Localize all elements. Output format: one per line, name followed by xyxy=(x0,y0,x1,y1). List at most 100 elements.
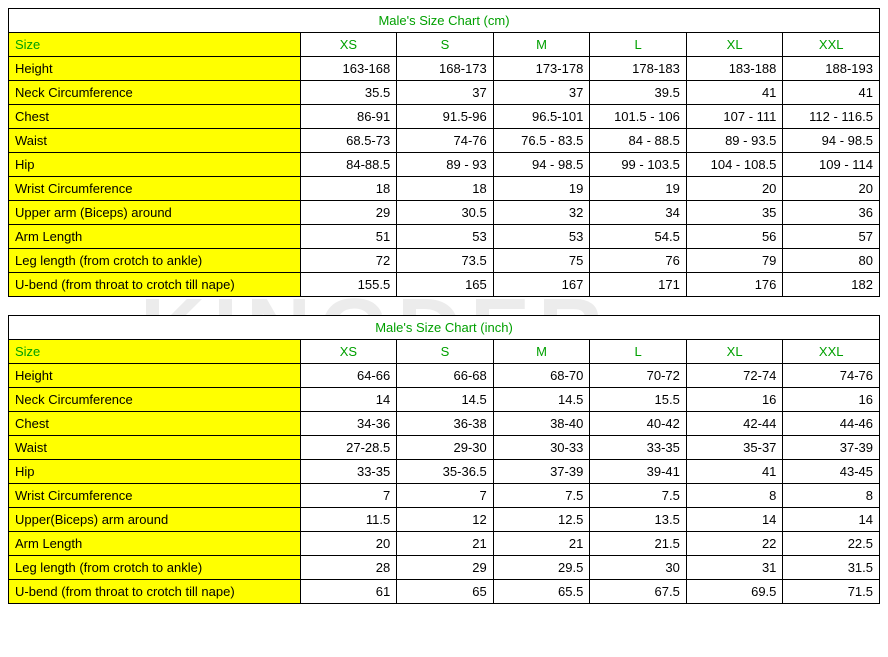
table-row: Upper(Biceps) arm around11.51212.513.514… xyxy=(9,508,880,532)
cell-value: 27-28.5 xyxy=(300,436,397,460)
cell-value: 29.5 xyxy=(493,556,590,580)
table-header-row: Size XS S M L XL XXL xyxy=(9,340,880,364)
cell-value: 39-41 xyxy=(590,460,687,484)
cell-value: 68.5-73 xyxy=(300,129,397,153)
table-row: U-bend (from throat to crotch till nape)… xyxy=(9,580,880,604)
cell-value: 56 xyxy=(686,225,783,249)
table-title-row: Male's Size Chart (inch) xyxy=(9,316,880,340)
col-l: L xyxy=(590,33,687,57)
cell-value: 104 - 108.5 xyxy=(686,153,783,177)
cell-value: 33-35 xyxy=(590,436,687,460)
cell-value: 53 xyxy=(493,225,590,249)
cell-value: 33-35 xyxy=(300,460,397,484)
col-xxl: XXL xyxy=(783,340,880,364)
cell-value: 41 xyxy=(686,81,783,105)
cell-value: 8 xyxy=(686,484,783,508)
cell-value: 15.5 xyxy=(590,388,687,412)
row-label: Leg length (from crotch to ankle) xyxy=(9,556,301,580)
col-xxl: XXL xyxy=(783,33,880,57)
cell-value: 34 xyxy=(590,201,687,225)
cell-value: 171 xyxy=(590,273,687,297)
cell-value: 12 xyxy=(397,508,494,532)
cell-value: 74-76 xyxy=(783,364,880,388)
cell-value: 167 xyxy=(493,273,590,297)
table-row: Height64-6666-6868-7070-7272-7474-76 xyxy=(9,364,880,388)
row-label: Arm Length xyxy=(9,225,301,249)
col-xs: XS xyxy=(300,33,397,57)
cell-value: 89 - 93 xyxy=(397,153,494,177)
col-l: L xyxy=(590,340,687,364)
cell-value: 18 xyxy=(397,177,494,201)
cell-value: 21 xyxy=(493,532,590,556)
table-row: Height163-168168-173173-178178-183183-18… xyxy=(9,57,880,81)
table-row: Waist68.5-7374-7676.5 - 83.584 - 88.589 … xyxy=(9,129,880,153)
row-label: Waist xyxy=(9,129,301,153)
row-label: Height xyxy=(9,364,301,388)
table-row: Wrist Circumference181819192020 xyxy=(9,177,880,201)
table-row: Wrist Circumference777.57.588 xyxy=(9,484,880,508)
cell-value: 22.5 xyxy=(783,532,880,556)
cell-value: 67.5 xyxy=(590,580,687,604)
cell-value: 178-183 xyxy=(590,57,687,81)
row-label: Leg length (from crotch to ankle) xyxy=(9,249,301,273)
row-label: Hip xyxy=(9,460,301,484)
cell-value: 37-39 xyxy=(493,460,590,484)
table-title: Male's Size Chart (inch) xyxy=(9,316,880,340)
table-row: Chest86-9191.5-9696.5-101101.5 - 106107 … xyxy=(9,105,880,129)
cell-value: 64-66 xyxy=(300,364,397,388)
cell-value: 35 xyxy=(686,201,783,225)
cell-value: 173-178 xyxy=(493,57,590,81)
cell-value: 29 xyxy=(397,556,494,580)
row-label: Chest xyxy=(9,412,301,436)
cell-value: 51 xyxy=(300,225,397,249)
cell-value: 34-36 xyxy=(300,412,397,436)
cell-value: 73.5 xyxy=(397,249,494,273)
cell-value: 66-68 xyxy=(397,364,494,388)
table-title: Male's Size Chart (cm) xyxy=(9,9,880,33)
cell-value: 40-42 xyxy=(590,412,687,436)
cell-value: 107 - 111 xyxy=(686,105,783,129)
table-row: Neck Circumference35.5373739.54141 xyxy=(9,81,880,105)
col-xl: XL xyxy=(686,340,783,364)
cell-value: 53 xyxy=(397,225,494,249)
cell-value: 176 xyxy=(686,273,783,297)
row-label: Wrist Circumference xyxy=(9,177,301,201)
row-label: Hip xyxy=(9,153,301,177)
cell-value: 12.5 xyxy=(493,508,590,532)
row-label: Waist xyxy=(9,436,301,460)
cell-value: 42-44 xyxy=(686,412,783,436)
cell-value: 36-38 xyxy=(397,412,494,436)
cell-value: 30-33 xyxy=(493,436,590,460)
cell-value: 7 xyxy=(300,484,397,508)
cell-value: 32 xyxy=(493,201,590,225)
cell-value: 91.5-96 xyxy=(397,105,494,129)
cell-value: 21.5 xyxy=(590,532,687,556)
cell-value: 80 xyxy=(783,249,880,273)
table-row: Leg length (from crotch to ankle)282929.… xyxy=(9,556,880,580)
cell-value: 182 xyxy=(783,273,880,297)
cell-value: 94 - 98.5 xyxy=(783,129,880,153)
size-header: Size xyxy=(9,340,301,364)
cell-value: 36 xyxy=(783,201,880,225)
table-row: Neck Circumference1414.514.515.51616 xyxy=(9,388,880,412)
cell-value: 69.5 xyxy=(686,580,783,604)
row-label: Upper(Biceps) arm around xyxy=(9,508,301,532)
col-m: M xyxy=(493,340,590,364)
col-xs: XS xyxy=(300,340,397,364)
table-header-row: Size XS S M L XL XXL xyxy=(9,33,880,57)
cell-value: 74-76 xyxy=(397,129,494,153)
row-label: U-bend (from throat to crotch till nape) xyxy=(9,580,301,604)
cell-value: 37-39 xyxy=(783,436,880,460)
row-label: Arm Length xyxy=(9,532,301,556)
cell-value: 76 xyxy=(590,249,687,273)
cell-value: 96.5-101 xyxy=(493,105,590,129)
cell-value: 99 - 103.5 xyxy=(590,153,687,177)
size-chart-cm: Male's Size Chart (cm) Size XS S M L XL … xyxy=(8,8,880,297)
cell-value: 30.5 xyxy=(397,201,494,225)
cell-value: 14 xyxy=(783,508,880,532)
row-label: Chest xyxy=(9,105,301,129)
table-row: U-bend (from throat to crotch till nape)… xyxy=(9,273,880,297)
cell-value: 112 - 116.5 xyxy=(783,105,880,129)
cell-value: 71.5 xyxy=(783,580,880,604)
cell-value: 163-168 xyxy=(300,57,397,81)
